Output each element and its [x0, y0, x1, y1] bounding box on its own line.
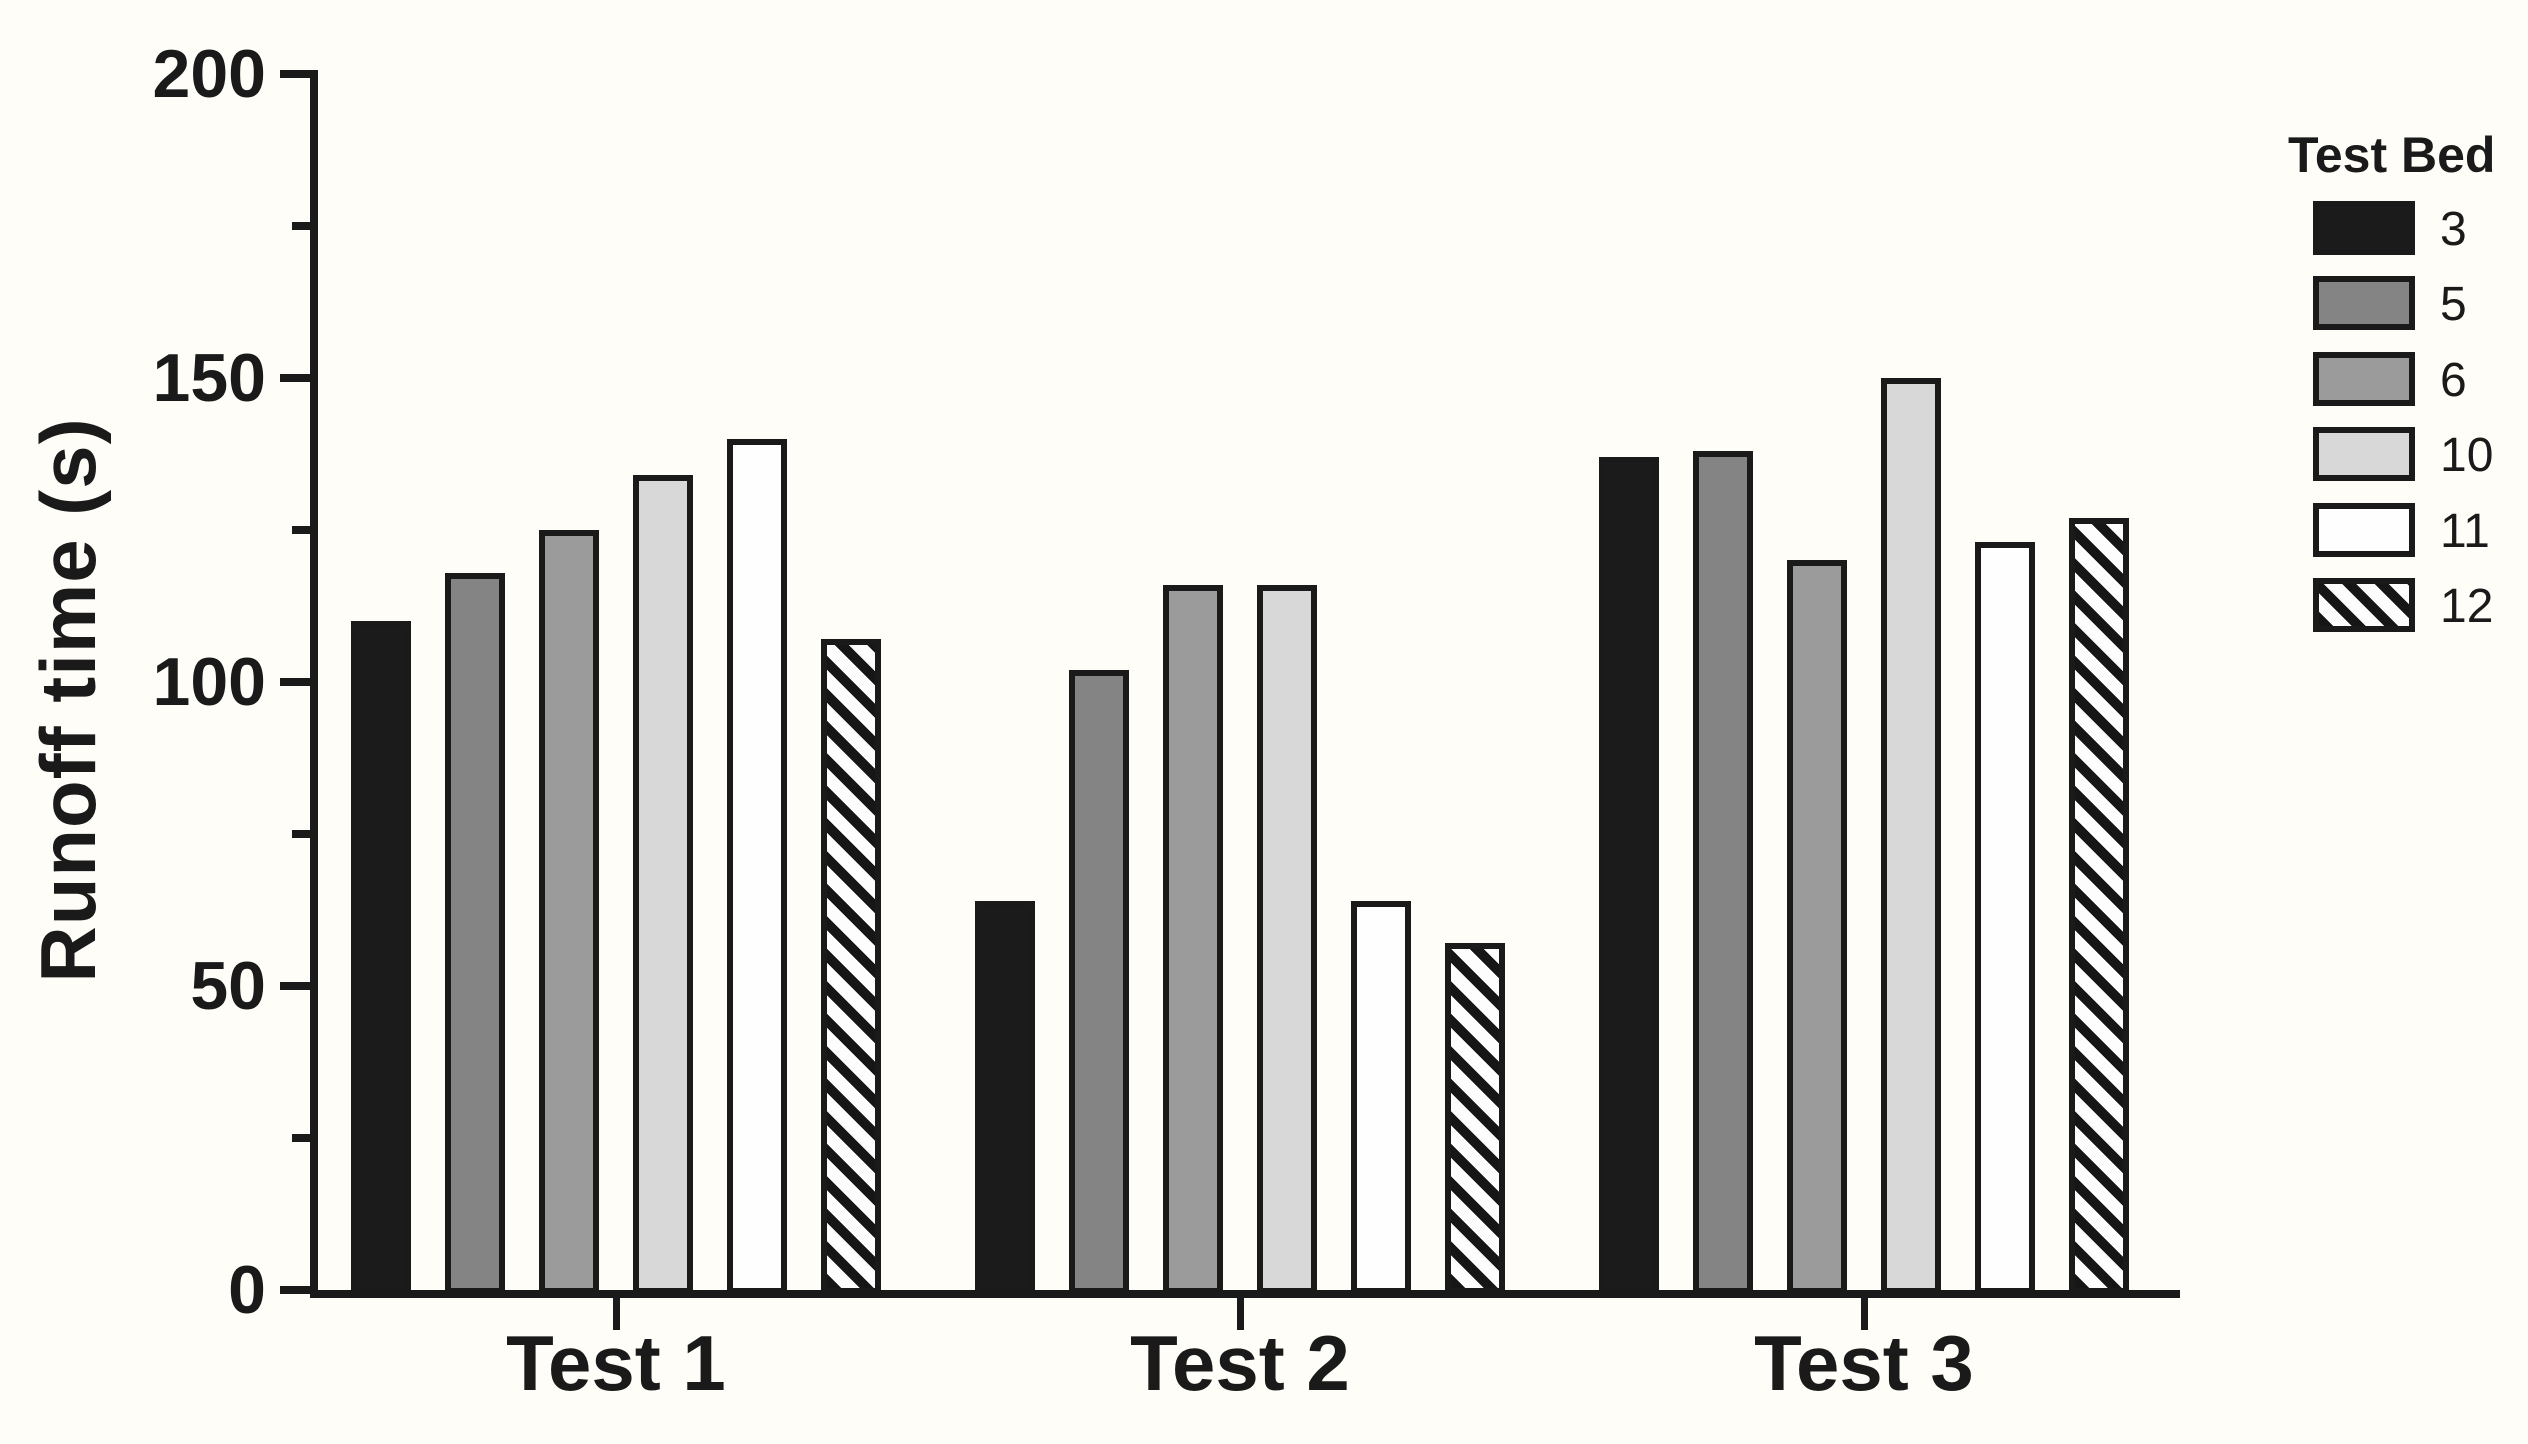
y-tick-label: 50 [190, 948, 266, 1024]
bar-test-2-bed-11 [1351, 901, 1411, 1294]
bar-test-3-bed-6 [1787, 560, 1847, 1294]
x-category-label-test-2: Test 2 [1130, 1319, 1350, 1407]
legend-swatch-bed-12 [2313, 578, 2415, 632]
y-minor-tick [292, 222, 310, 230]
legend-item-label: 6 [2440, 354, 2467, 407]
y-minor-tick [292, 1134, 310, 1142]
bar-test-3-bed-12 [2069, 518, 2129, 1294]
legend-item-label: 10 [2440, 429, 2494, 482]
legend-item-label: 12 [2440, 580, 2494, 633]
y-tick-label: 100 [152, 644, 266, 720]
y-major-tick [280, 678, 310, 686]
legend-swatch-bed-5 [2313, 276, 2415, 330]
y-tick-label: 0 [228, 1252, 266, 1328]
y-minor-tick [292, 526, 310, 534]
legend-swatch-bed-10 [2313, 427, 2415, 481]
legend-swatch-bed-6 [2313, 352, 2415, 406]
legend-item-label: 5 [2440, 278, 2467, 331]
y-major-tick [280, 1286, 310, 1294]
bar-test-1-bed-10 [633, 475, 693, 1294]
bar-test-3-bed-3 [1599, 457, 1659, 1294]
x-axis-line [310, 1290, 2180, 1298]
bar-test-1-bed-3 [351, 621, 411, 1294]
legend-swatch-bed-3 [2313, 201, 2415, 255]
bar-test-1-bed-6 [539, 530, 599, 1294]
y-tick-label: 150 [152, 340, 266, 416]
x-category-label-test-3: Test 3 [1754, 1319, 1974, 1407]
y-major-tick [280, 70, 310, 78]
legend-item-label: 3 [2440, 203, 2467, 256]
x-category-label-test-1: Test 1 [506, 1319, 726, 1407]
bar-test-3-bed-5 [1693, 451, 1753, 1294]
x-category-tick [1237, 1298, 1244, 1330]
bar-test-1-bed-5 [445, 573, 505, 1294]
x-category-tick [1861, 1298, 1868, 1330]
bar-test-1-bed-11 [727, 439, 787, 1294]
y-major-tick [280, 982, 310, 990]
bar-test-2-bed-5 [1069, 670, 1129, 1294]
y-axis-line [310, 70, 318, 1298]
legend-title: Test Bed [2288, 127, 2496, 183]
bar-test-3-bed-10 [1881, 378, 1941, 1294]
legend-item-label: 11 [2440, 505, 2490, 558]
bar-test-2-bed-12 [1445, 943, 1505, 1294]
y-tick-label: 200 [152, 36, 266, 112]
bar-test-3-bed-11 [1975, 542, 2035, 1294]
y-major-tick [280, 374, 310, 382]
x-category-tick [613, 1298, 620, 1330]
bar-test-2-bed-10 [1257, 585, 1317, 1294]
bar-test-2-bed-3 [975, 901, 1035, 1294]
bar-test-1-bed-12 [821, 639, 881, 1294]
legend-swatch-bed-11 [2313, 503, 2415, 557]
y-minor-tick [292, 830, 310, 838]
bar-test-2-bed-6 [1163, 585, 1223, 1294]
